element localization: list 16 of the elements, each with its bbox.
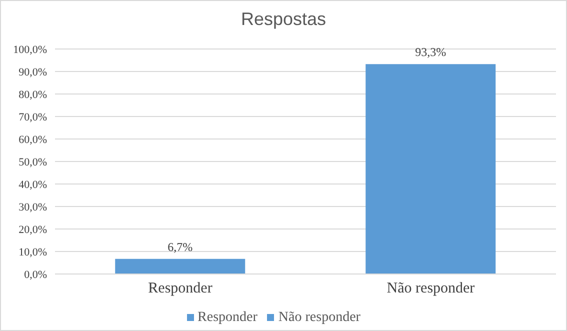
legend-label: Não responder — [278, 310, 360, 325]
y-tick-label: 90,0% — [18, 66, 47, 78]
chart-title: Respostas — [240, 9, 328, 30]
data-label: 93,3% — [415, 45, 446, 60]
y-tick-label: 70,0% — [18, 111, 47, 124]
y-tick-label: 50,0% — [18, 156, 47, 168]
y-tick-label: 100,0% — [13, 44, 47, 56]
data-label: 6,7% — [168, 240, 193, 254]
y-tick-label: 20,0% — [18, 224, 47, 236]
y-tick-label: 80,0% — [18, 88, 47, 101]
y-tick-label: 30,0% — [18, 201, 47, 214]
y-tick-label: 10,0% — [18, 246, 47, 258]
legend-label: Responder — [198, 310, 258, 325]
y-tick-label: 40,0% — [18, 178, 47, 191]
y-tick-label: 60,0% — [18, 134, 47, 146]
y-tick-label: 0,0% — [24, 268, 47, 281]
